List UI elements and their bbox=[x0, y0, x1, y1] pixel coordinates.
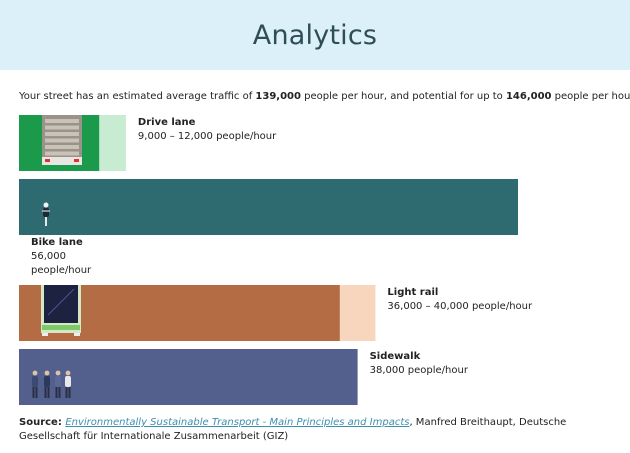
summary-suffix: people per hour. bbox=[551, 91, 630, 102]
bike-lane-label-value: 56,000 bbox=[31, 251, 66, 262]
tram-icon bbox=[41, 285, 81, 336]
truck-icon bbox=[42, 115, 82, 165]
sidewalk-label-title: Sidewalk bbox=[369, 351, 421, 362]
source-suffix: , Manfred Breithaupt, Deutsche Gesellsch… bbox=[19, 417, 567, 442]
bike-lane-label: Bike lane 56,000 people/hour bbox=[31, 236, 91, 278]
sidewalk-label-value: 38,000 people/hour bbox=[369, 365, 468, 376]
drive-lane-label-value: 9,000 – 12,000 people/hour bbox=[137, 131, 277, 142]
page-header: Analytics bbox=[0, 0, 630, 70]
sidewalk-bar bbox=[19, 349, 358, 405]
bike-lane-bar bbox=[19, 179, 518, 235]
light-rail-label-value: 36,000 – 40,000 people/hour bbox=[387, 301, 533, 312]
drive-lane-label-title: Drive lane bbox=[137, 117, 196, 128]
sidewalk-label: Sidewalk 38,000 people/hour bbox=[370, 350, 468, 378]
summary-average: 139,000 bbox=[255, 91, 301, 102]
summary-potential: 146,000 bbox=[505, 91, 552, 102]
drive-lane-label: Drive lane 9,000 – 12,000 people/hour bbox=[138, 116, 276, 144]
light-rail-label: Light rail 36,000 – 40,000 people/hour bbox=[387, 286, 532, 314]
pedestrians-icon bbox=[32, 370, 71, 398]
summary-middle: people per hour, and potential for up to bbox=[300, 91, 506, 102]
page-title: Analytics bbox=[252, 19, 378, 51]
source-note: Source: Environmentally Sustainable Tran… bbox=[19, 416, 619, 444]
bike-lane-label-title: Bike lane bbox=[31, 237, 83, 248]
source-link[interactable]: Environmentally Sustainable Transport - … bbox=[65, 417, 410, 428]
bike-lane-label-value: people/hour bbox=[31, 265, 92, 276]
traffic-summary: Your street has an estimated average tra… bbox=[19, 91, 630, 102]
source-prefix: Source: bbox=[19, 417, 66, 428]
light-rail-label-title: Light rail bbox=[387, 287, 439, 298]
cyclist-icon bbox=[42, 202, 50, 226]
summary-prefix: Your street has an estimated average tra… bbox=[19, 91, 256, 102]
